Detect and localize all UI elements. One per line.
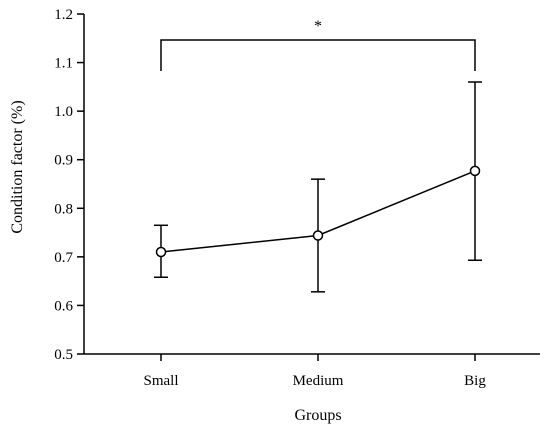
data-point [312,230,324,241]
significance-label: * [314,18,322,35]
error-bars [154,81,482,293]
x-tick-label: Small [143,373,178,389]
y-tick-label: 0.6 [54,298,73,314]
data-points [155,165,481,258]
y-tick-label: 0.8 [54,201,73,217]
y-tick-label: 1.0 [54,104,73,120]
data-point [155,246,167,258]
y-axis-title: Condition factor (%) [9,100,26,233]
bracket-line [160,39,476,71]
significance-bracket: * [160,18,476,71]
x-axis-title: Groups [294,407,341,424]
x-tick-label: Medium [293,373,344,389]
y-tick-label: 1.1 [54,56,73,72]
y-tick-label: 0.9 [54,153,73,169]
y-tick-label: 0.7 [54,250,73,266]
y-ticks: 0.5 0.6 0.7 0.8 0.9 1.0 1.1 1.2 [54,7,84,363]
y-tick-label: 0.5 [54,347,73,363]
x-tick-label: Big [464,373,486,389]
y-tick-label: 1.2 [54,7,73,23]
data-point [469,165,481,177]
x-ticks: Small Medium Big [143,354,486,389]
